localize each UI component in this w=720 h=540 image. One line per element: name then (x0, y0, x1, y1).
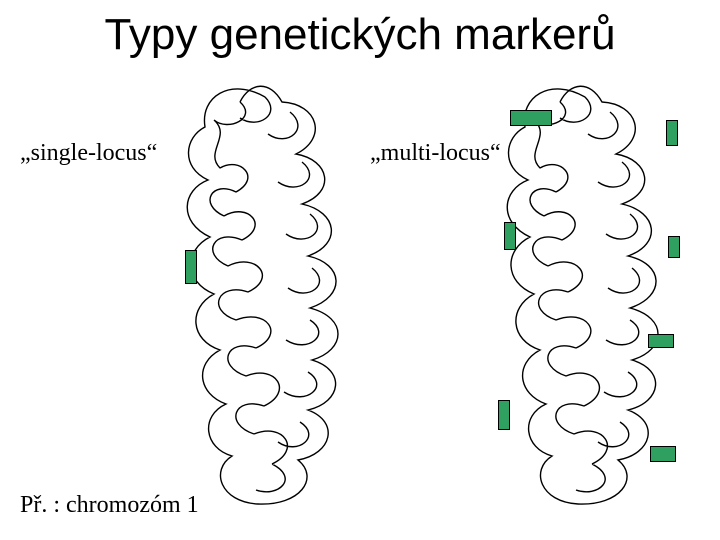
chromosome-left (170, 72, 360, 522)
marker-single-0 (185, 250, 197, 284)
page-title: Typy genetických markerů (0, 10, 720, 60)
label-multi-locus: „multi-locus“ (370, 140, 501, 167)
chromosome-left-path (187, 86, 338, 504)
marker-multi-4 (648, 334, 674, 348)
marker-multi-1 (666, 120, 678, 146)
marker-multi-2 (504, 222, 516, 250)
marker-multi-6 (650, 446, 676, 462)
chromosome-right-path (507, 86, 658, 504)
marker-multi-0 (510, 110, 552, 126)
label-single-locus: „single-locus“ (20, 140, 157, 167)
marker-multi-3 (668, 236, 680, 258)
marker-multi-5 (498, 400, 510, 430)
